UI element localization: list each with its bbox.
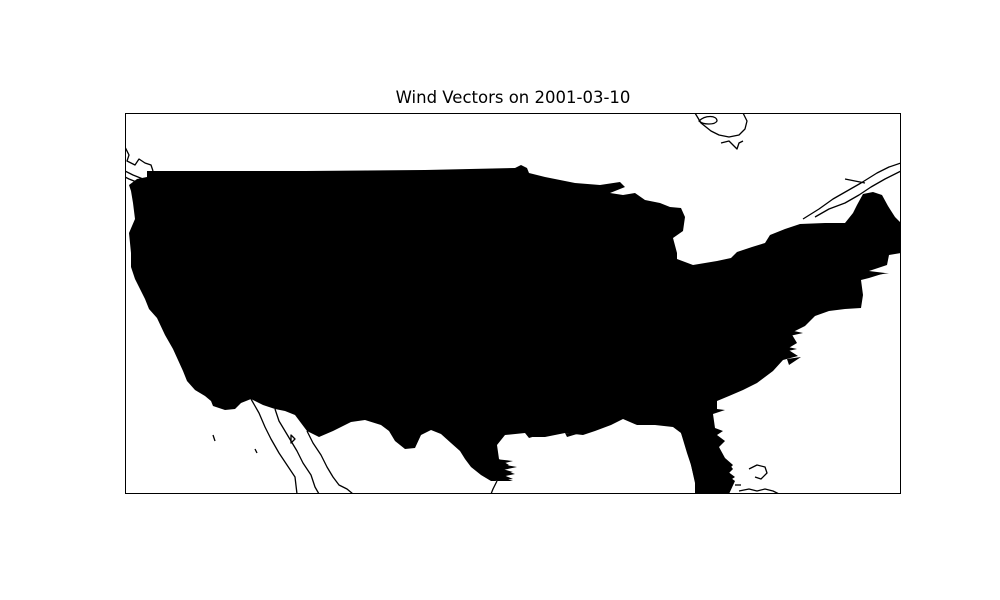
coastline-tiburon-island [290,434,296,444]
coastline-st-lawrence [802,162,901,220]
coastline-gaspe [844,178,866,184]
coastline-st-lawrence-south [814,170,901,218]
map-area [125,113,901,494]
wind-vector-fringe-texas [495,459,517,481]
coastline-hudson-bay-island [698,115,718,125]
coastline-mexico-gulf [490,480,498,494]
wind-vector-field [129,165,901,494]
map-canvas [125,113,901,494]
coastline-mexico-west [306,430,354,494]
coastline-cuba [738,488,780,494]
coastline-baja-east [274,408,320,494]
coastline-hudson-bay [694,113,748,138]
coastlines [125,113,901,494]
coastline-bahamas [748,464,768,480]
wind-vector-mass-florida [681,413,735,494]
coastline-baja-west [250,398,298,494]
wind-vector-mass-main [129,165,901,494]
coastline-hudson-bay-inlet [720,140,744,150]
map-title: Wind Vectors on 2001-03-10 [395,88,631,107]
wind-vector-fringe-gulf [525,433,577,438]
coastline-lake-michigan [632,250,642,270]
coastline-pacific-northwest [125,146,154,172]
wind-vector-fringe-atlantic [779,263,889,365]
coastline-small-island [254,448,258,454]
coastline-vancouver-island [125,170,148,184]
coastline-guadalupe-island [212,434,216,442]
